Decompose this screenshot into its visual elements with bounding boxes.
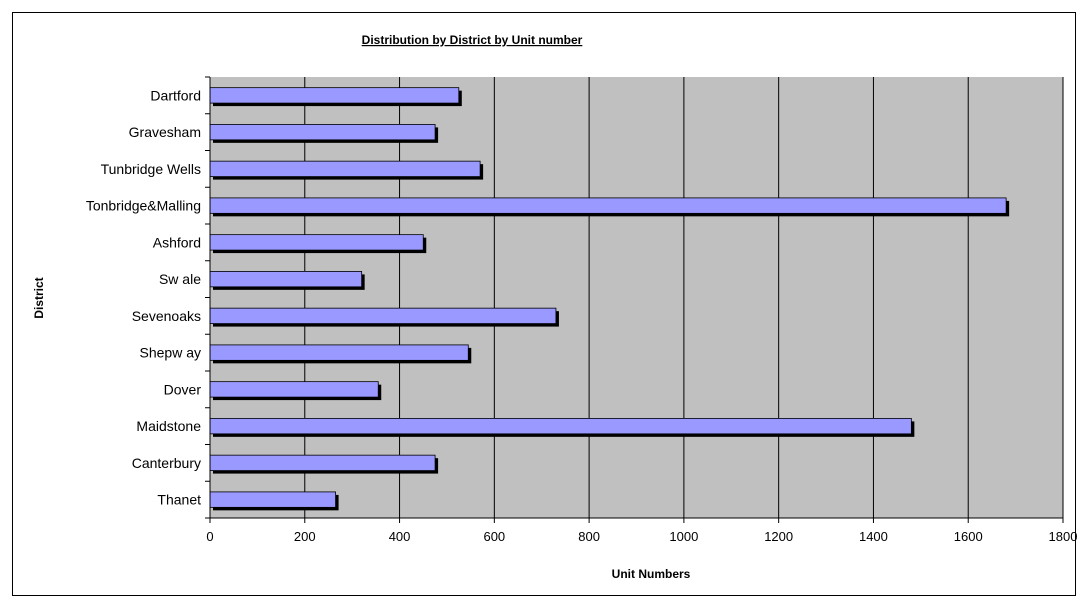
bar [209, 197, 1007, 214]
bar [209, 307, 557, 324]
bar [209, 160, 481, 177]
x-tick-label: 800 [578, 529, 600, 544]
x-tick-label: 1200 [764, 529, 793, 544]
x-axis-title: Unit Numbers [612, 567, 691, 581]
chart-frame: Distribution by District by Unit number … [12, 12, 1077, 596]
category-label: Dartford [150, 87, 201, 103]
bar [209, 87, 460, 104]
x-tick-label: 1000 [669, 529, 698, 544]
x-tick-labels: 0 200 400 600 800 1000 1200 1400 1600 1800 [206, 529, 1077, 544]
category-label: Sw ale [159, 271, 201, 287]
bar [209, 454, 436, 471]
category-label: Tonbridge&Malling [86, 198, 201, 214]
category-label: Gravesham [129, 124, 201, 140]
x-tick-label: 1400 [859, 529, 888, 544]
x-tick-label: 1600 [954, 529, 983, 544]
bar [209, 234, 424, 251]
bar [209, 418, 912, 435]
bar [209, 381, 379, 398]
x-tick-label: 0 [206, 529, 213, 544]
bar [209, 344, 469, 361]
bar [209, 124, 436, 141]
bar [209, 491, 336, 508]
plot-area [210, 77, 1063, 518]
bars [209, 87, 1010, 511]
category-label: Ashford [153, 234, 201, 250]
bar [209, 271, 363, 288]
category-label: Thanet [157, 492, 201, 508]
category-label: Shepw ay [140, 345, 201, 361]
category-label: Tunbridge Wells [101, 161, 201, 177]
x-tick-label: 1800 [1049, 529, 1077, 544]
category-label: Canterbury [132, 455, 201, 471]
x-tick-label: 200 [294, 529, 316, 544]
category-label: Sevenoaks [132, 308, 201, 324]
bar-chart: Distribution by District by Unit number … [32, 33, 1077, 581]
gridlines [304, 77, 1064, 518]
y-category-labels: Dartford Gravesham Tunbridge Wells Tonbridg… [86, 87, 202, 507]
y-axis-title: District [32, 277, 46, 318]
x-tick-label: 400 [389, 529, 411, 544]
category-label: Dover [164, 381, 202, 397]
chart-title: Distribution by District by Unit number [362, 33, 583, 47]
category-label: Maidstone [136, 418, 201, 434]
x-tick-label: 600 [483, 529, 505, 544]
axes [205, 76, 1064, 523]
